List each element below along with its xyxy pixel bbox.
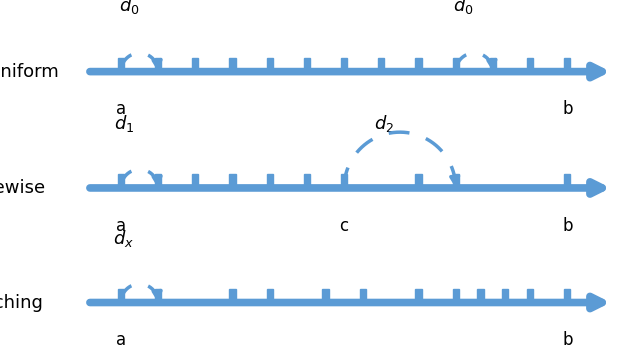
Bar [118,174,124,188]
Bar [155,289,161,303]
Text: a: a [116,217,126,234]
Bar [304,58,310,72]
Text: a: a [116,100,126,118]
Bar [118,289,124,303]
Bar [155,58,161,72]
Bar [527,289,533,303]
Bar [192,58,198,72]
Bar [322,289,329,303]
Bar [341,58,347,72]
Bar [453,58,459,72]
Bar [564,289,570,303]
Text: $d_x$: $d_x$ [113,228,135,249]
Bar [267,58,273,72]
Text: b: b [562,100,572,118]
Text: piecewise: piecewise [0,179,45,197]
Bar [155,174,161,188]
Bar [267,289,273,303]
Bar [304,174,310,188]
Text: c: c [340,217,348,234]
Bar [564,58,570,72]
Bar [229,289,236,303]
Bar [490,58,496,72]
Text: searching: searching [0,294,43,311]
Text: $d_0$: $d_0$ [453,0,474,16]
Bar [415,289,422,303]
Bar [267,174,273,188]
Bar [415,174,422,188]
Bar [229,174,236,188]
Text: uniform: uniform [0,63,59,81]
Bar [527,58,533,72]
Bar [192,174,198,188]
Bar [502,289,508,303]
Bar [118,58,124,72]
Bar [378,58,384,72]
Text: $d_2$: $d_2$ [374,113,394,134]
Bar [341,174,347,188]
Text: b: b [562,217,572,234]
Bar [229,58,236,72]
Bar [564,174,570,188]
Bar [415,58,422,72]
Text: $d_0$: $d_0$ [118,0,140,16]
Bar [360,289,366,303]
Bar [477,289,484,303]
Text: b: b [562,331,572,349]
Bar [453,174,459,188]
Text: $d_1$: $d_1$ [114,113,134,134]
Text: a: a [116,331,126,349]
Bar [453,289,459,303]
